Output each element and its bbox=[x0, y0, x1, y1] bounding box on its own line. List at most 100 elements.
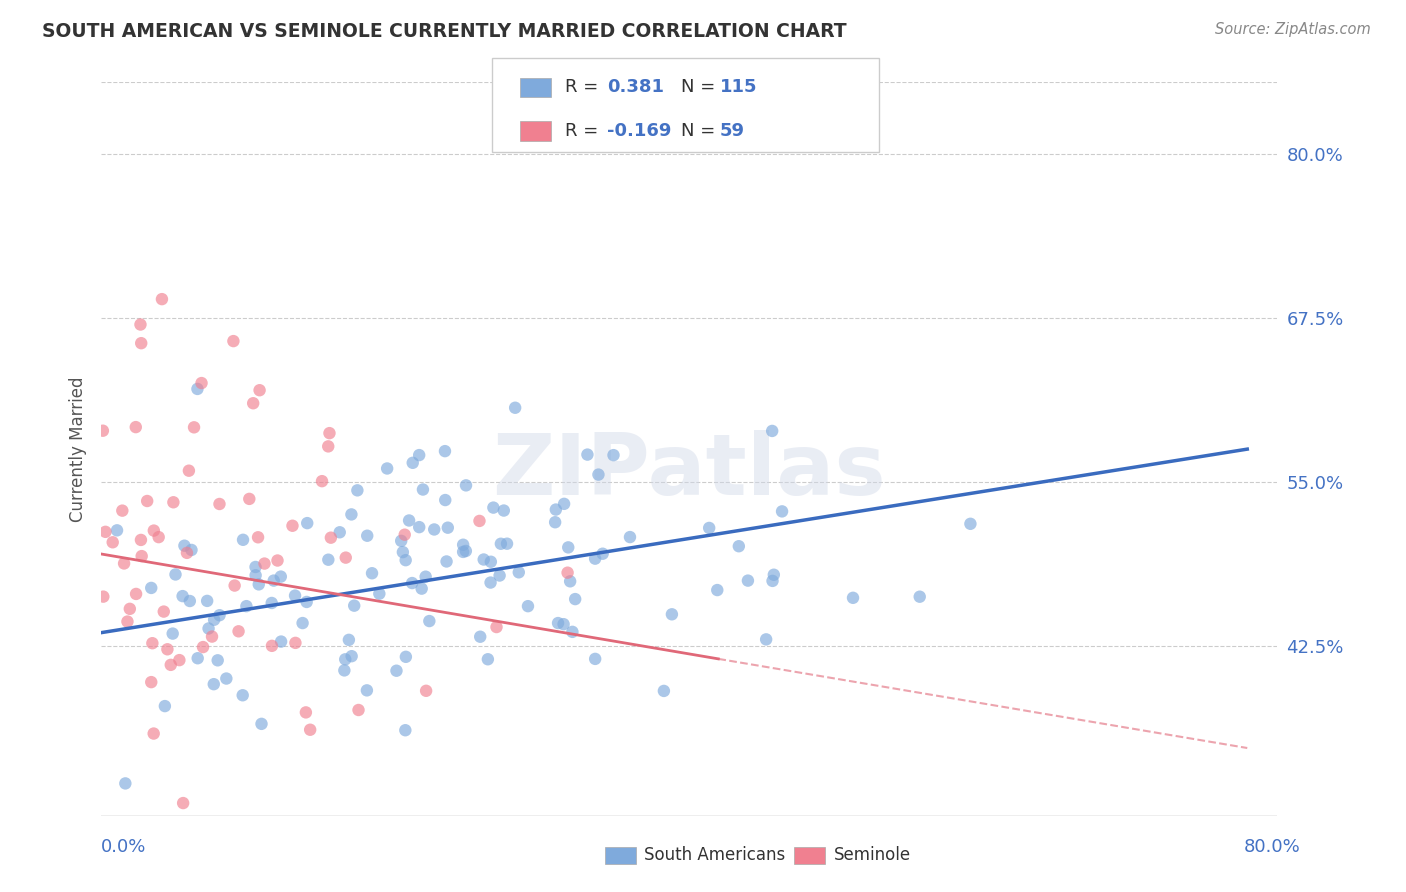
Point bbox=[172, 589, 194, 603]
Point bbox=[129, 336, 152, 351]
Point bbox=[180, 543, 202, 558]
Point bbox=[173, 539, 195, 553]
Point bbox=[333, 664, 356, 678]
Point bbox=[479, 555, 502, 569]
Point bbox=[959, 516, 981, 531]
Point bbox=[197, 622, 219, 636]
Point bbox=[408, 520, 430, 534]
Point bbox=[131, 549, 153, 563]
Point bbox=[91, 424, 114, 438]
Point bbox=[394, 723, 416, 738]
Text: 80.0%: 80.0% bbox=[1244, 838, 1301, 855]
Point bbox=[284, 636, 307, 650]
Point bbox=[141, 636, 163, 650]
Point bbox=[468, 514, 491, 528]
Point bbox=[142, 726, 165, 740]
Point bbox=[588, 467, 610, 482]
Point bbox=[118, 602, 141, 616]
Point bbox=[91, 590, 114, 604]
Point bbox=[202, 613, 225, 627]
Point bbox=[319, 531, 342, 545]
Point bbox=[544, 515, 567, 529]
Point bbox=[187, 651, 209, 665]
Point bbox=[394, 527, 416, 541]
Point bbox=[148, 530, 170, 544]
Point bbox=[337, 632, 360, 647]
Point bbox=[245, 568, 267, 582]
Point bbox=[153, 699, 176, 714]
Point bbox=[340, 508, 363, 522]
Point bbox=[412, 483, 434, 497]
Point bbox=[177, 464, 200, 478]
Point bbox=[247, 530, 270, 544]
Point bbox=[253, 557, 276, 571]
Point bbox=[408, 448, 430, 462]
Point bbox=[479, 575, 502, 590]
Point bbox=[908, 590, 931, 604]
Point bbox=[172, 796, 194, 810]
Point bbox=[434, 493, 457, 508]
Point bbox=[117, 615, 139, 629]
Point bbox=[433, 444, 456, 458]
Point bbox=[343, 599, 366, 613]
Point bbox=[111, 503, 134, 517]
Point bbox=[340, 649, 363, 664]
Point bbox=[451, 545, 474, 559]
Point bbox=[222, 334, 245, 348]
Text: 115: 115 bbox=[720, 78, 758, 96]
Point bbox=[576, 448, 599, 462]
Text: 0.381: 0.381 bbox=[607, 78, 665, 96]
Point bbox=[162, 626, 184, 640]
Point bbox=[770, 504, 793, 518]
Point bbox=[619, 530, 641, 544]
Point bbox=[152, 605, 174, 619]
Point bbox=[249, 383, 271, 397]
Point bbox=[335, 550, 357, 565]
Text: N =: N = bbox=[681, 78, 714, 96]
Point bbox=[451, 538, 474, 552]
Point bbox=[329, 525, 352, 540]
Point bbox=[470, 630, 492, 644]
Point bbox=[517, 599, 540, 614]
Point bbox=[101, 535, 124, 549]
Point bbox=[156, 642, 179, 657]
Point bbox=[318, 426, 340, 441]
Point bbox=[159, 657, 181, 672]
Point bbox=[245, 560, 267, 574]
Point bbox=[260, 596, 283, 610]
Point bbox=[112, 557, 135, 571]
Point bbox=[583, 652, 606, 666]
Point bbox=[503, 401, 526, 415]
Point bbox=[105, 524, 128, 538]
Point bbox=[436, 521, 458, 535]
Point bbox=[411, 582, 433, 596]
Point bbox=[263, 574, 285, 588]
Point bbox=[482, 500, 505, 515]
Point bbox=[232, 688, 254, 702]
Point bbox=[242, 396, 264, 410]
Text: N =: N = bbox=[681, 122, 714, 140]
Point bbox=[162, 495, 184, 509]
Point bbox=[492, 503, 515, 517]
Point bbox=[553, 617, 575, 632]
Point bbox=[346, 483, 368, 498]
Point bbox=[561, 624, 583, 639]
Point bbox=[150, 292, 173, 306]
Point bbox=[842, 591, 865, 605]
Point bbox=[398, 514, 420, 528]
Point bbox=[266, 553, 288, 567]
Point bbox=[706, 583, 728, 598]
Point bbox=[191, 640, 214, 654]
Point bbox=[270, 569, 292, 583]
Point bbox=[235, 599, 257, 614]
Point bbox=[652, 684, 675, 698]
Point bbox=[142, 524, 165, 538]
Point bbox=[281, 518, 304, 533]
Text: 0.0%: 0.0% bbox=[101, 838, 146, 855]
Point bbox=[389, 533, 412, 548]
Point bbox=[496, 537, 519, 551]
Point bbox=[762, 567, 785, 582]
Text: Seminole: Seminole bbox=[834, 846, 911, 863]
Point bbox=[176, 546, 198, 560]
Point bbox=[284, 589, 307, 603]
